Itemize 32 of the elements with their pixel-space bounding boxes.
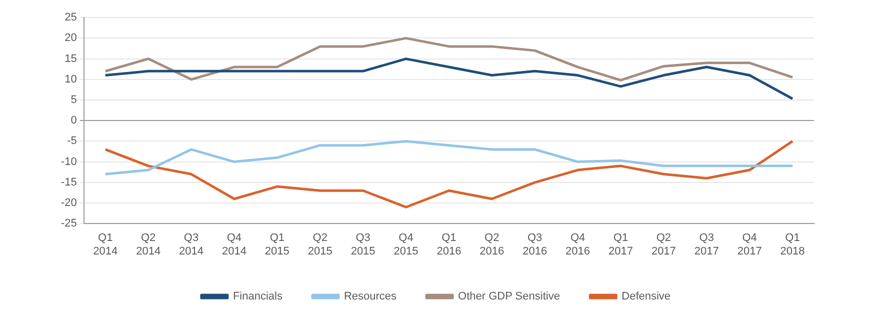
x-tick-label: Q2 2016: [480, 232, 504, 258]
x-tick-label: Q3 2015: [350, 232, 376, 258]
x-tick-label: Q1 2016: [436, 232, 462, 258]
y-tick-label: 5: [70, 94, 77, 106]
x-tick-label: Q1 2017: [608, 232, 633, 258]
legend-label: Financials: [232, 290, 283, 303]
x-tick-label: Q3 2017: [694, 232, 719, 258]
x-tick-label: Q1 2015: [264, 232, 290, 258]
legend-label: Other GDP Sensitive: [458, 290, 560, 303]
y-tick-label: -20: [60, 197, 77, 210]
x-tick-label: Q2 2017: [651, 232, 676, 258]
y-tick-label: 20: [64, 32, 77, 44]
x-tick-label: Q1 2014: [93, 232, 118, 258]
x-tick-label: Q3 2014: [179, 232, 204, 258]
x-tick-label: Q2 2015: [308, 232, 332, 258]
y-tick-label: -5: [67, 135, 77, 148]
x-tick-label: Q4 2015: [394, 232, 418, 258]
legend-label: Defensive: [622, 290, 671, 303]
y-tick-label: 25: [64, 12, 77, 24]
y-tick-label: -15: [60, 176, 77, 188]
x-tick-label: Q4 2014: [222, 232, 246, 258]
legend-label: Resources: [344, 290, 398, 303]
x-tick-label: Q1 2018: [780, 232, 805, 258]
y-tick-label: -25: [60, 218, 77, 230]
y-tick-label: 15: [64, 52, 77, 65]
y-tick-label: 0: [70, 114, 77, 127]
y-tick-label: 10: [64, 73, 77, 86]
x-tick-label: Q3 2016: [522, 232, 548, 258]
y-tick-label: -10: [60, 156, 77, 168]
x-tick-label: Q4 2017: [737, 232, 762, 258]
x-tick-label: Q4 2016: [566, 232, 590, 258]
x-tick-label: Q2 2014: [136, 232, 161, 258]
